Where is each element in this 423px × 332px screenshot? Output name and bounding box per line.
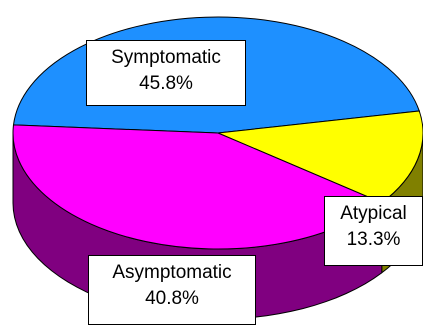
slice-name: Atypical bbox=[340, 203, 407, 224]
slice-label-atypical: Atypical 13.3% bbox=[324, 196, 423, 266]
slice-percent: 45.8% bbox=[139, 73, 193, 94]
slice-name: Symptomatic bbox=[111, 47, 221, 68]
slice-percent: 40.8% bbox=[145, 288, 199, 309]
slice-percent: 13.3% bbox=[346, 229, 401, 250]
slice-label-asymptomatic: Asymptomatic 40.8% bbox=[88, 255, 256, 325]
slice-label-symptomatic: Symptomatic 45.8% bbox=[86, 40, 246, 106]
slice-name: Asymptomatic bbox=[112, 262, 232, 283]
